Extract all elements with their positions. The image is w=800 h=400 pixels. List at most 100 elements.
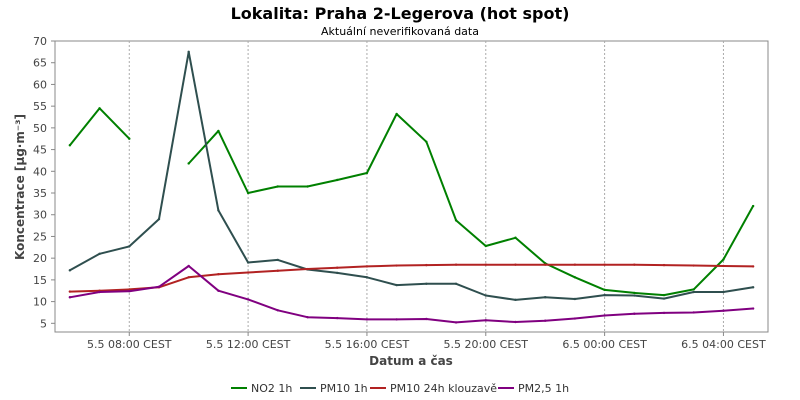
data-point [692, 288, 695, 291]
data-point [336, 271, 339, 275]
data-point [246, 271, 250, 274]
data-point [217, 129, 220, 133]
data-point [187, 162, 190, 165]
y-axis-ticks: 5 10 15 20 25 30 35 40 45 50 55 60 65 70 [33, 35, 55, 330]
grid [128, 41, 724, 332]
series-lines [68, 50, 755, 324]
y-tick-label: 65 [33, 57, 47, 70]
data-point [454, 263, 458, 266]
data-point [98, 107, 101, 110]
data-point [662, 297, 666, 300]
legend-label: PM2,5 1h [518, 382, 569, 395]
data-point [187, 264, 190, 268]
data-point [662, 293, 666, 297]
data-point [276, 269, 280, 272]
data-point [633, 291, 636, 295]
data-point [514, 320, 517, 324]
legend-label: PM10 1h [320, 382, 368, 395]
y-tick-label: 70 [33, 35, 47, 48]
data-point [633, 263, 636, 266]
y-tick-label: 5 [40, 317, 47, 330]
data-point [395, 283, 398, 287]
data-point [395, 318, 398, 321]
data-point [722, 309, 725, 312]
data-point [662, 263, 666, 267]
data-point [217, 289, 220, 292]
data-point [454, 219, 458, 222]
data-point [692, 290, 695, 294]
data-point [306, 267, 309, 271]
chart-subtitle: Aktuální neverifikovaná data [321, 25, 479, 38]
data-point [692, 311, 695, 314]
legend-label: NO2 1h [251, 382, 292, 395]
data-point [68, 144, 72, 147]
data-point [573, 263, 577, 266]
x-tick-label: 6.5 04:00 CEST [681, 338, 766, 351]
x-axis-title: Datum a čas [369, 354, 453, 368]
data-point [603, 288, 606, 292]
data-point [217, 273, 220, 276]
legend: NO2 1h PM10 1h PM10 24h klouzavě PM2,5 1h [231, 382, 569, 395]
data-point [484, 263, 487, 266]
data-point [128, 245, 131, 248]
data-point [722, 290, 725, 294]
data-point [128, 289, 131, 293]
data-point [514, 236, 517, 239]
data-point [751, 204, 755, 208]
data-point [336, 316, 339, 320]
y-tick-label: 60 [33, 78, 47, 91]
data-point [514, 263, 517, 266]
data-point [187, 50, 190, 54]
data-point [157, 285, 161, 289]
data-point [128, 288, 131, 291]
data-point [425, 317, 428, 321]
data-point [425, 263, 428, 267]
data-point [603, 263, 606, 266]
y-tick-label: 55 [33, 100, 47, 113]
data-point [128, 137, 131, 140]
data-point [662, 311, 666, 315]
y-tick-label: 45 [33, 144, 47, 157]
data-point [603, 314, 606, 317]
data-point [68, 269, 72, 272]
y-tick-label: 10 [33, 296, 47, 309]
x-tick-label: 6.5 00:00 CEST [562, 338, 647, 351]
data-point [722, 258, 725, 261]
data-point [98, 252, 101, 256]
series-line-2 [68, 263, 755, 293]
data-point [484, 244, 487, 248]
data-point [98, 290, 101, 294]
legend-item: NO2 1h [231, 382, 292, 395]
y-tick-label: 15 [33, 274, 47, 287]
data-point [751, 286, 755, 289]
data-point [276, 309, 280, 312]
data-point [454, 282, 458, 285]
data-point [68, 296, 72, 299]
data-point [157, 217, 161, 221]
legend-label: PM10 24h klouzavě [390, 382, 497, 395]
data-point [454, 321, 458, 324]
legend-item: PM10 24h klouzavě [370, 382, 497, 395]
plot-area [54, 40, 769, 333]
data-point [246, 261, 250, 264]
legend-item: PM10 1h [300, 382, 368, 395]
data-point [633, 312, 636, 315]
y-tick-label: 20 [33, 252, 47, 265]
data-point [425, 140, 428, 143]
data-point [543, 319, 547, 322]
data-point [365, 318, 369, 321]
data-point [217, 209, 220, 212]
data-point [425, 282, 428, 285]
y-tick-label: 25 [33, 230, 47, 243]
data-point [276, 185, 280, 188]
data-point [603, 293, 606, 297]
data-point [692, 264, 695, 267]
data-point [633, 294, 636, 297]
data-point [543, 296, 547, 299]
data-point [573, 297, 577, 301]
data-point [306, 185, 309, 188]
legend-item: PM2,5 1h [498, 382, 569, 395]
data-point [276, 258, 280, 262]
data-point [246, 191, 250, 195]
